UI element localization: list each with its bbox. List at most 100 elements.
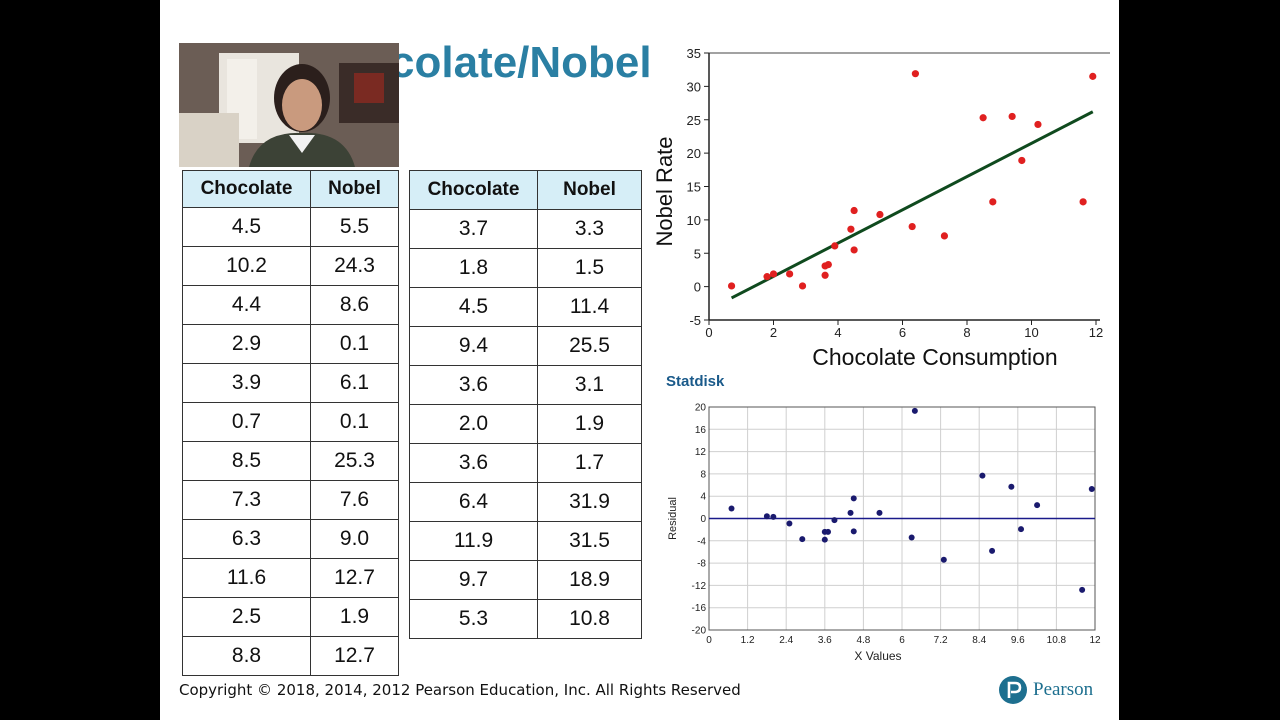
scatter-point [908, 222, 916, 231]
cell-nobel: 1.9 [537, 404, 642, 444]
cell-chocolate: 6.4 [409, 482, 538, 522]
cell-chocolate: 2.0 [409, 404, 538, 444]
pearson-logo: Pearson [998, 674, 1093, 706]
residual-plot: -20 -16 -12 -8 -4 0 4 8 12 16 20 0 1.2 2.4 3.6 4.8 6 7.2 8… [667, 403, 1101, 664]
x-tick-label: 4 [834, 325, 841, 340]
x-tick-label: 10.8 [1047, 635, 1067, 646]
table-row: 7.3 7.6 [182, 480, 399, 520]
residual-point [770, 513, 777, 520]
residual-point [979, 472, 986, 479]
slide: colate/Nobel Chocolate Nobel 4.5 5.5 10.2… [160, 0, 1119, 720]
residual-point [1088, 485, 1095, 492]
slide-title: colate/Nobel [390, 38, 652, 87]
table-row: 5.3 10.8 [409, 599, 642, 639]
cell-nobel: 9.0 [310, 519, 399, 559]
cell-chocolate: 8.5 [182, 441, 311, 481]
y-tick-label: 5 [694, 246, 701, 261]
cell-chocolate: 4.5 [409, 287, 538, 327]
y-tick-label: 0 [700, 514, 706, 525]
table-row: 3.6 3.1 [409, 365, 642, 405]
cell-chocolate: 10.2 [182, 246, 311, 286]
cell-chocolate: 5.3 [409, 599, 538, 639]
x-tick-label: 2.4 [779, 635, 793, 646]
scatter-point [727, 282, 736, 290]
table-row: 3.7 3.3 [409, 209, 642, 249]
x-tick-label: 2 [770, 325, 777, 340]
cell-nobel: 31.5 [537, 521, 642, 561]
x-tick-label: 9.6 [1011, 635, 1025, 646]
cell-nobel: 10.8 [537, 599, 642, 639]
cell-chocolate: 4.4 [182, 285, 311, 325]
cell-nobel: 0.1 [310, 324, 399, 364]
x-tick-label: 6 [899, 325, 906, 340]
cell-nobel: 24.3 [310, 246, 399, 286]
scatter-point [786, 270, 794, 278]
scatter-point [824, 260, 832, 269]
cell-chocolate: 3.6 [409, 443, 538, 483]
y-tick-label: 15 [687, 180, 701, 195]
table-row: 8.5 25.3 [182, 441, 399, 481]
residual-point [911, 407, 918, 414]
pearson-wordmark: Pearson [1033, 679, 1094, 700]
scatter-point [940, 232, 949, 240]
cell-nobel: 12.7 [310, 636, 399, 676]
residual-point [1018, 526, 1025, 533]
scatter-point [769, 270, 778, 278]
cell-chocolate: 3.7 [409, 209, 538, 249]
x-tick-label: 0 [706, 635, 712, 646]
y-tick-label: 0 [694, 280, 701, 295]
table-row: 4.4 8.6 [182, 285, 399, 325]
scatter-point [1089, 72, 1097, 80]
copyright-text: Copyright © 2018, 2014, 2012 Pearson Edu… [179, 681, 741, 699]
table-row: 2.9 0.1 [182, 324, 399, 364]
residual-point [850, 528, 857, 535]
residual-point [763, 513, 770, 520]
x-tick-label: 3.6 [818, 635, 832, 646]
cell-chocolate: 2.5 [182, 597, 311, 637]
y-tick-label: -16 [692, 603, 707, 614]
pearson-p-icon [999, 676, 1027, 704]
table-row: 4.5 11.4 [409, 287, 642, 327]
x-tick-label: 4.8 [856, 635, 870, 646]
cell-nobel: 8.6 [310, 285, 399, 325]
x-tick-label: 12 [1089, 325, 1103, 340]
y-tick-label: 20 [695, 403, 707, 414]
table-row: 10.2 24.3 [182, 246, 399, 286]
scatter-point [1018, 156, 1026, 165]
y-axis-title: Nobel Rate [652, 136, 677, 246]
scatter-point [989, 198, 997, 206]
y-tick-label: 16 [695, 425, 707, 436]
y-tick-label: 10 [687, 213, 701, 228]
cell-nobel: 18.9 [537, 560, 642, 600]
column-header-nobel: Nobel [310, 170, 399, 208]
table-row: 6.3 9.0 [182, 519, 399, 559]
table-row: 11.9 31.5 [409, 521, 642, 561]
table-row: 1.8 1.5 [409, 248, 642, 288]
residual-point [1034, 502, 1041, 509]
regression-line [730, 110, 1094, 300]
cell-chocolate: 9.4 [409, 326, 538, 366]
cell-nobel: 12.7 [310, 558, 399, 598]
column-header-chocolate: Chocolate [182, 170, 311, 208]
cell-chocolate: 2.9 [182, 324, 311, 364]
scatter-chart: -5 0 5 10 15 20 25 30 35 0 2 4 6 8 10 12 Chocolate Consu… [652, 46, 1110, 370]
cell-nobel: 1.7 [537, 443, 642, 483]
residual-point [850, 495, 857, 502]
table-row: 6.4 31.9 [409, 482, 642, 522]
table-row: 8.8 12.7 [182, 636, 399, 676]
cell-nobel: 3.1 [537, 365, 642, 405]
residual-point [1079, 586, 1086, 593]
cell-nobel: 0.1 [310, 402, 399, 442]
scatter-point [876, 210, 884, 219]
residual-point [786, 520, 793, 527]
table-row: 3.9 6.1 [182, 363, 399, 403]
presenter-video-thumbnail [179, 43, 399, 167]
cell-nobel: 1.9 [310, 597, 399, 637]
cell-nobel: 1.5 [537, 248, 642, 288]
scatter-point [821, 271, 829, 279]
y-tick-label: 20 [687, 146, 701, 161]
y-tick-label: 30 [687, 79, 701, 94]
table-row: 9.7 18.9 [409, 560, 642, 600]
scatter-point [850, 206, 858, 215]
x-tick-label: 0 [705, 325, 712, 340]
